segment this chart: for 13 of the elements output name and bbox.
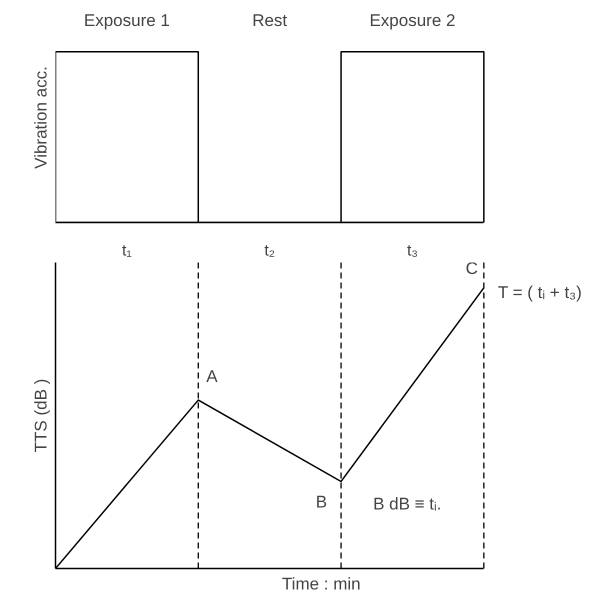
x-axis-title: Time : min [282,574,361,594]
annotation: A [206,367,218,386]
x-tick-label: t₃ [406,242,418,260]
annotation: B dB ≡ tᵢ. [373,494,442,514]
x-tick-label: t₂ [264,242,275,260]
x-tick-label: t₁ [122,242,132,260]
text: Rest [252,10,288,30]
text: Exposure 2 [369,10,456,30]
text: Exposure 1 [84,10,170,30]
text: T = ( tᵢ + t₃) [498,282,582,302]
y-axis-title: TTS (dB ) [32,378,50,452]
annotation: B [316,492,328,512]
y-axis-title: Vibration acc. [32,66,50,169]
